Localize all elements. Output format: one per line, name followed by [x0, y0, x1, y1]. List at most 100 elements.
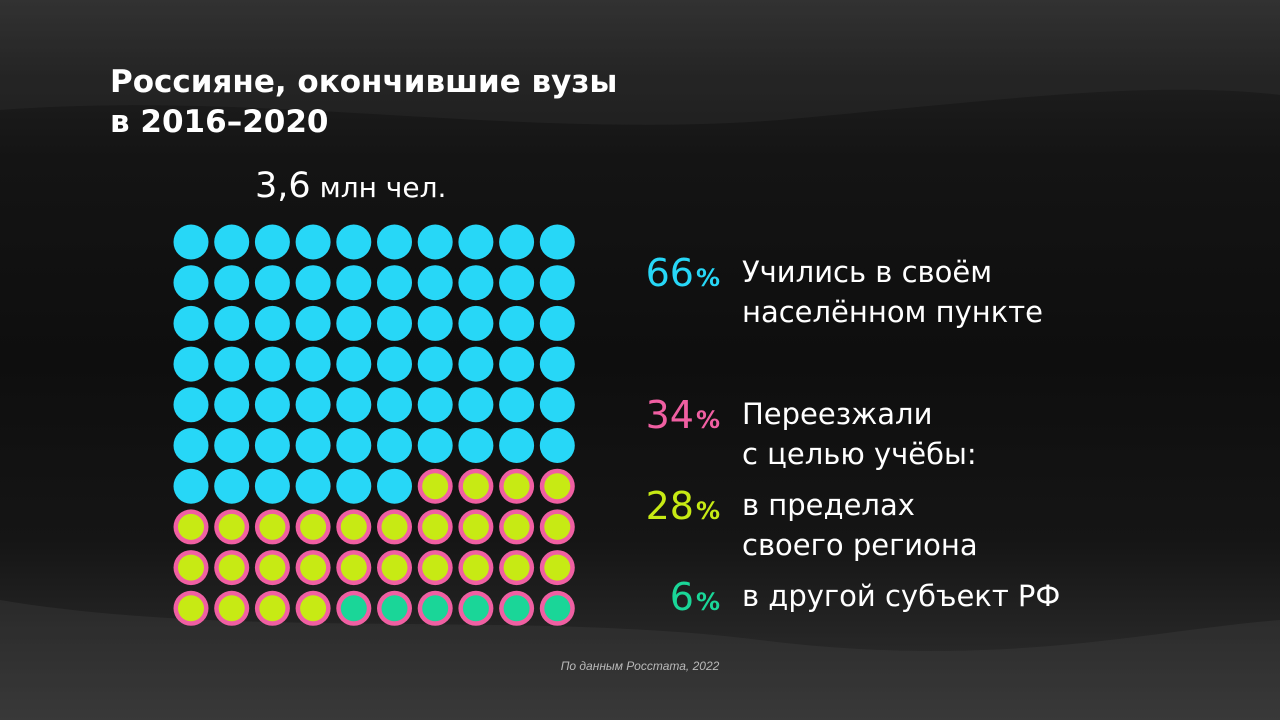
waffle-dot-fill — [377, 428, 412, 463]
waffle-dot-3 — [254, 224, 290, 260]
chart-title: Россияне, окончившие вузы в 2016–2020 — [110, 62, 617, 142]
waffle-dot-43 — [254, 387, 290, 423]
waffle-dot-fill — [254, 468, 290, 504]
waffle-dot-17 — [417, 265, 453, 301]
waffle-dot-fill — [377, 346, 412, 382]
waffle-dot-48 — [458, 387, 494, 423]
waffle-dot-46 — [377, 387, 412, 423]
waffle-dot-26 — [377, 305, 412, 341]
waffle-dot-24 — [295, 305, 331, 341]
waffle-dot-fill — [499, 346, 535, 382]
waffle-dot-fill — [340, 513, 367, 540]
waffle-dot-73 — [254, 509, 290, 545]
waffle-dot-fill — [499, 387, 535, 423]
waffle-dot-fill — [417, 305, 453, 341]
waffle-dot-fill — [214, 224, 250, 260]
legend-label-local-line-1: Учились в своём — [742, 255, 993, 289]
legend-percent-moved: 34% — [646, 392, 720, 443]
waffle-dot-fill — [503, 554, 530, 581]
waffle-dot-fill — [417, 224, 453, 260]
waffle-dot-fill — [539, 387, 575, 423]
waffle-dot-fill — [214, 468, 250, 504]
waffle-dot-fill — [458, 428, 494, 463]
waffle-dot-72 — [214, 509, 250, 545]
waffle-dot-fill — [336, 265, 372, 301]
waffle-dot-fill — [539, 305, 575, 341]
waffle-dot-fill — [462, 473, 489, 500]
waffle-dot-fill — [499, 224, 535, 260]
waffle-dot-85 — [336, 550, 372, 586]
waffle-dot-54 — [295, 428, 331, 463]
chart-title-line-2: в 2016–2020 — [110, 104, 329, 140]
waffle-dot-fill — [422, 595, 449, 622]
waffle-dot-fill — [544, 513, 571, 540]
total-number: 3,6 — [255, 166, 311, 206]
waffle-dot-38 — [458, 346, 494, 382]
waffle-dot-96 — [377, 590, 412, 626]
waffle-dot-40 — [539, 346, 575, 382]
waffle-dot-fill — [458, 346, 494, 382]
waffle-dot-fill — [499, 305, 535, 341]
waffle-dot-45 — [336, 387, 372, 423]
waffle-dot-fill — [336, 387, 372, 423]
waffle-dot-97 — [417, 590, 453, 626]
waffle-dot-fill — [178, 513, 204, 540]
waffle-dot-11 — [173, 265, 209, 301]
waffle-dot-fill — [539, 428, 575, 463]
waffle-dot-fill — [417, 387, 453, 423]
legend-value-other-subject: 6 — [669, 575, 694, 619]
waffle-dot-fill — [539, 224, 575, 260]
waffle-dot-16 — [377, 265, 412, 301]
legend-label-region-line-1: в пределах — [742, 488, 915, 522]
waffle-dot-fill — [254, 387, 290, 423]
waffle-dot-fill — [295, 346, 331, 382]
waffle-dot-fill — [417, 346, 453, 382]
waffle-dot-39 — [499, 346, 535, 382]
waffle-dot-13 — [254, 265, 290, 301]
waffle-dot-fill — [254, 428, 290, 463]
waffle-dot-fill — [295, 387, 331, 423]
waffle-dot-fill — [377, 387, 412, 423]
waffle-dot-57 — [417, 428, 453, 463]
waffle-dot-fill — [422, 554, 449, 581]
waffle-dot-fill — [462, 554, 489, 581]
waffle-dot-fill — [336, 305, 372, 341]
waffle-dot-fill — [336, 224, 372, 260]
waffle-dot-58 — [458, 428, 494, 463]
waffle-dot-fill — [295, 468, 331, 504]
waffle-dot-fill — [214, 387, 250, 423]
waffle-dot-52 — [214, 428, 250, 463]
waffle-dot-fill — [544, 473, 571, 500]
waffle-dot-fill — [259, 554, 286, 581]
total-label: 3,6 млн чел. — [255, 168, 446, 206]
waffle-dot-fill — [173, 428, 209, 463]
total-unit: млн чел. — [319, 171, 447, 204]
waffle-dot-fill — [417, 265, 453, 301]
waffle-dot-21 — [173, 305, 209, 341]
waffle-dot-fill — [214, 265, 250, 301]
waffle-dot-42 — [214, 387, 250, 423]
waffle-dot-88 — [458, 550, 494, 586]
waffle-dot-fill — [503, 473, 530, 500]
waffle-dot-fill — [544, 554, 571, 581]
waffle-dot-12 — [214, 265, 250, 301]
waffle-dot-59 — [499, 428, 535, 463]
legend-label-moved: Переезжали с целью учёбы: — [742, 394, 1222, 474]
waffle-dot-81 — [173, 550, 209, 586]
legend-percent-region: 28% — [646, 483, 720, 534]
waffle-dot-fill — [173, 265, 209, 301]
waffle-dot-69 — [499, 468, 535, 504]
waffle-dot-91 — [173, 590, 209, 626]
legend-label-moved-line-2: с целью учёбы: — [742, 437, 977, 471]
waffle-dot-75 — [336, 509, 372, 545]
waffle-dot-99 — [499, 590, 535, 626]
waffle-dot-fill — [259, 595, 286, 622]
waffle-dot-22 — [214, 305, 250, 341]
legend-label-region-line-2: своего региона — [742, 528, 978, 562]
waffle-dot-23 — [254, 305, 290, 341]
legend-percent-other-subject: 6% — [670, 574, 720, 625]
waffle-dot-78 — [458, 509, 494, 545]
legend-percent-local: 66% — [646, 250, 720, 301]
waffle-dot-fill — [214, 428, 250, 463]
waffle-dot-fill — [254, 305, 290, 341]
